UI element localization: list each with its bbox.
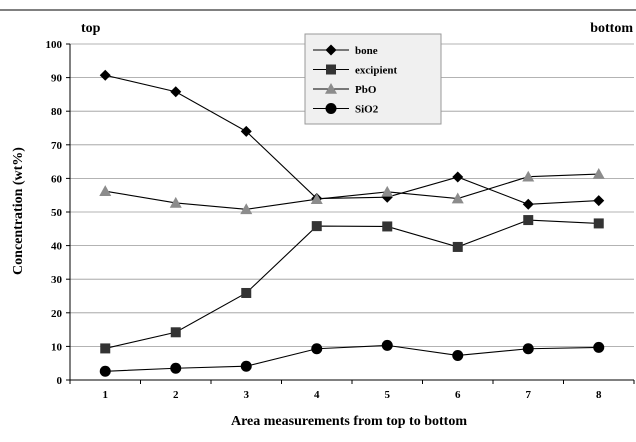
y-tick-label: 90 bbox=[51, 73, 63, 85]
legend-label-sio2: SiO2 bbox=[355, 104, 379, 116]
y-tick-label: 50 bbox=[51, 207, 63, 219]
series-line-sio2 bbox=[105, 344, 599, 372]
data-point-sio2 bbox=[522, 343, 534, 355]
data-point-pbo bbox=[240, 203, 253, 215]
data-point-pbo bbox=[592, 168, 605, 179]
data-point-excipient bbox=[523, 215, 534, 226]
data-point-pbo bbox=[169, 196, 182, 208]
y-tick-label: 10 bbox=[51, 341, 63, 353]
data-point-bone bbox=[99, 69, 111, 81]
data-point-pbo bbox=[451, 192, 464, 204]
y-tick-label: 100 bbox=[46, 39, 63, 51]
data-point-excipient bbox=[452, 241, 463, 252]
data-point-sio2 bbox=[593, 341, 605, 353]
y-tick-label: 80 bbox=[51, 106, 63, 118]
series-line-bone bbox=[105, 74, 599, 205]
data-point-sio2 bbox=[452, 349, 464, 361]
corner-label-bottom: bottom bbox=[590, 21, 633, 36]
x-tick-label: 5 bbox=[385, 389, 391, 401]
corner-label-top: top bbox=[81, 21, 101, 36]
x-tick-label: 4 bbox=[314, 389, 320, 401]
data-point-sio2 bbox=[381, 339, 393, 351]
data-point-pbo bbox=[310, 193, 323, 205]
y-axis-title: Concentration (wt%) bbox=[11, 147, 26, 275]
series-excipient bbox=[100, 215, 604, 354]
legend-marker-bone bbox=[325, 44, 337, 56]
y-tick-label: 30 bbox=[51, 274, 63, 286]
data-point-bone bbox=[170, 86, 182, 98]
data-point-sio2 bbox=[311, 343, 323, 355]
data-point-pbo bbox=[522, 170, 535, 182]
x-tick-label: 2 bbox=[173, 389, 179, 401]
series-line-excipient bbox=[105, 219, 599, 349]
x-tick-label: 3 bbox=[244, 389, 250, 401]
data-point-pbo bbox=[99, 185, 112, 196]
series-line-pbo bbox=[105, 173, 599, 210]
series-sio2 bbox=[99, 339, 605, 377]
y-tick-label: 40 bbox=[51, 241, 63, 253]
data-point-excipient bbox=[382, 221, 393, 232]
y-tick-label: 60 bbox=[51, 173, 63, 185]
data-point-pbo bbox=[381, 185, 394, 197]
data-point-bone bbox=[522, 198, 534, 210]
data-point-bone bbox=[240, 125, 252, 137]
data-point-excipient bbox=[241, 287, 252, 298]
x-tick-label: 8 bbox=[596, 389, 602, 401]
data-point-excipient bbox=[593, 218, 604, 229]
data-point-excipient bbox=[311, 221, 322, 232]
y-tick-label: 0 bbox=[57, 375, 63, 387]
legend-label-pbo: PbO bbox=[355, 84, 377, 96]
series-pbo bbox=[99, 168, 605, 215]
legend: bone excipient PbO SiO2 bbox=[304, 33, 442, 125]
x-tick-label: 6 bbox=[455, 389, 461, 401]
legend-label-excipient: excipient bbox=[355, 65, 397, 77]
y-tick-label: 20 bbox=[51, 308, 63, 320]
data-point-excipient bbox=[170, 327, 181, 338]
data-point-excipient bbox=[100, 343, 111, 354]
x-tick-label: 7 bbox=[526, 389, 532, 401]
x-tick-label: 1 bbox=[103, 389, 109, 401]
y-tick-label: 70 bbox=[51, 140, 63, 152]
data-point-sio2 bbox=[99, 365, 111, 377]
legend-marker-pbo bbox=[325, 83, 337, 94]
legend-label-bone: bone bbox=[355, 45, 378, 57]
data-point-sio2 bbox=[170, 362, 182, 374]
x-axis-title: Area measurements from top to bottom bbox=[231, 414, 467, 429]
legend-marker-sio2 bbox=[325, 103, 337, 114]
legend-marker-excipient bbox=[326, 64, 336, 75]
data-point-bone bbox=[593, 195, 605, 207]
data-point-sio2 bbox=[240, 360, 252, 372]
data-point-bone bbox=[452, 171, 464, 183]
